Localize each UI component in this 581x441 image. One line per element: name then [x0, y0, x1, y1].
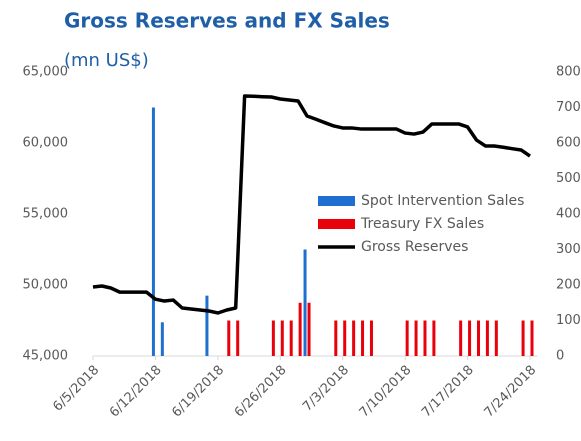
y2-tick-label: 600 [556, 136, 581, 151]
bar [303, 249, 307, 356]
y2-tick-label: 300 [556, 242, 581, 257]
bar [361, 320, 365, 356]
y-tick-label: 60,000 [23, 136, 69, 151]
y2-tick-label: 800 [556, 65, 581, 80]
bar [227, 320, 231, 356]
bar [476, 320, 480, 356]
y2-tick-label: 0 [556, 349, 564, 364]
x-tick-label: 7/10/2018 [357, 363, 415, 421]
legend-swatch [318, 219, 355, 229]
y2-tick-label: 400 [556, 207, 581, 222]
legend: Spot Intervention Sales Treasury FX Sales… [318, 193, 524, 255]
y2-tick-label: 200 [556, 278, 581, 293]
bar [280, 320, 284, 356]
line [92, 94, 531, 315]
x-tick-label: 6/12/2018 [107, 363, 165, 421]
chart-title: Gross Reserves and FX Sales [64, 9, 390, 33]
x-tick-label: 6/5/2018 [50, 363, 102, 415]
bar [160, 322, 164, 356]
bar [205, 295, 209, 356]
x-tick-label: 7/24/2018 [482, 363, 540, 421]
bar [405, 320, 409, 356]
x-tick-label: 6/26/2018 [232, 363, 290, 421]
bar [521, 320, 525, 356]
legend-label: Spot Intervention Sales [361, 193, 524, 209]
bar [298, 302, 302, 356]
y-tick-label: 50,000 [23, 278, 69, 293]
bar [432, 320, 436, 356]
x-tick-label: 7/3/2018 [300, 363, 352, 415]
y-tick-label: 45,000 [23, 349, 69, 364]
bar [236, 320, 240, 356]
bar [289, 320, 293, 356]
bar [414, 320, 418, 356]
bar [468, 320, 472, 356]
bar [494, 320, 498, 356]
bar [369, 320, 373, 356]
bar [307, 302, 311, 356]
bar [352, 320, 356, 356]
chart-subtitle: (mn US$) [64, 50, 149, 71]
y-tick-label: 65,000 [23, 65, 69, 80]
bar [530, 320, 534, 356]
bar [151, 107, 155, 356]
y2-tick-label: 500 [556, 171, 581, 186]
y-tick-label: 55,000 [23, 207, 69, 222]
x-tick-label: 7/17/2018 [419, 363, 477, 421]
bar [334, 320, 338, 356]
x-tick-label: 6/19/2018 [169, 363, 227, 421]
legend-swatch [318, 196, 355, 206]
bar [343, 320, 347, 356]
legend-label: Gross Reserves [361, 239, 468, 255]
bar [485, 320, 489, 356]
y2-tick-label: 100 [556, 313, 581, 328]
bar [271, 320, 275, 356]
y2-tick-label: 700 [556, 100, 581, 115]
legend-label: Treasury FX Sales [360, 216, 484, 232]
bar [459, 320, 463, 356]
bar [423, 320, 427, 356]
